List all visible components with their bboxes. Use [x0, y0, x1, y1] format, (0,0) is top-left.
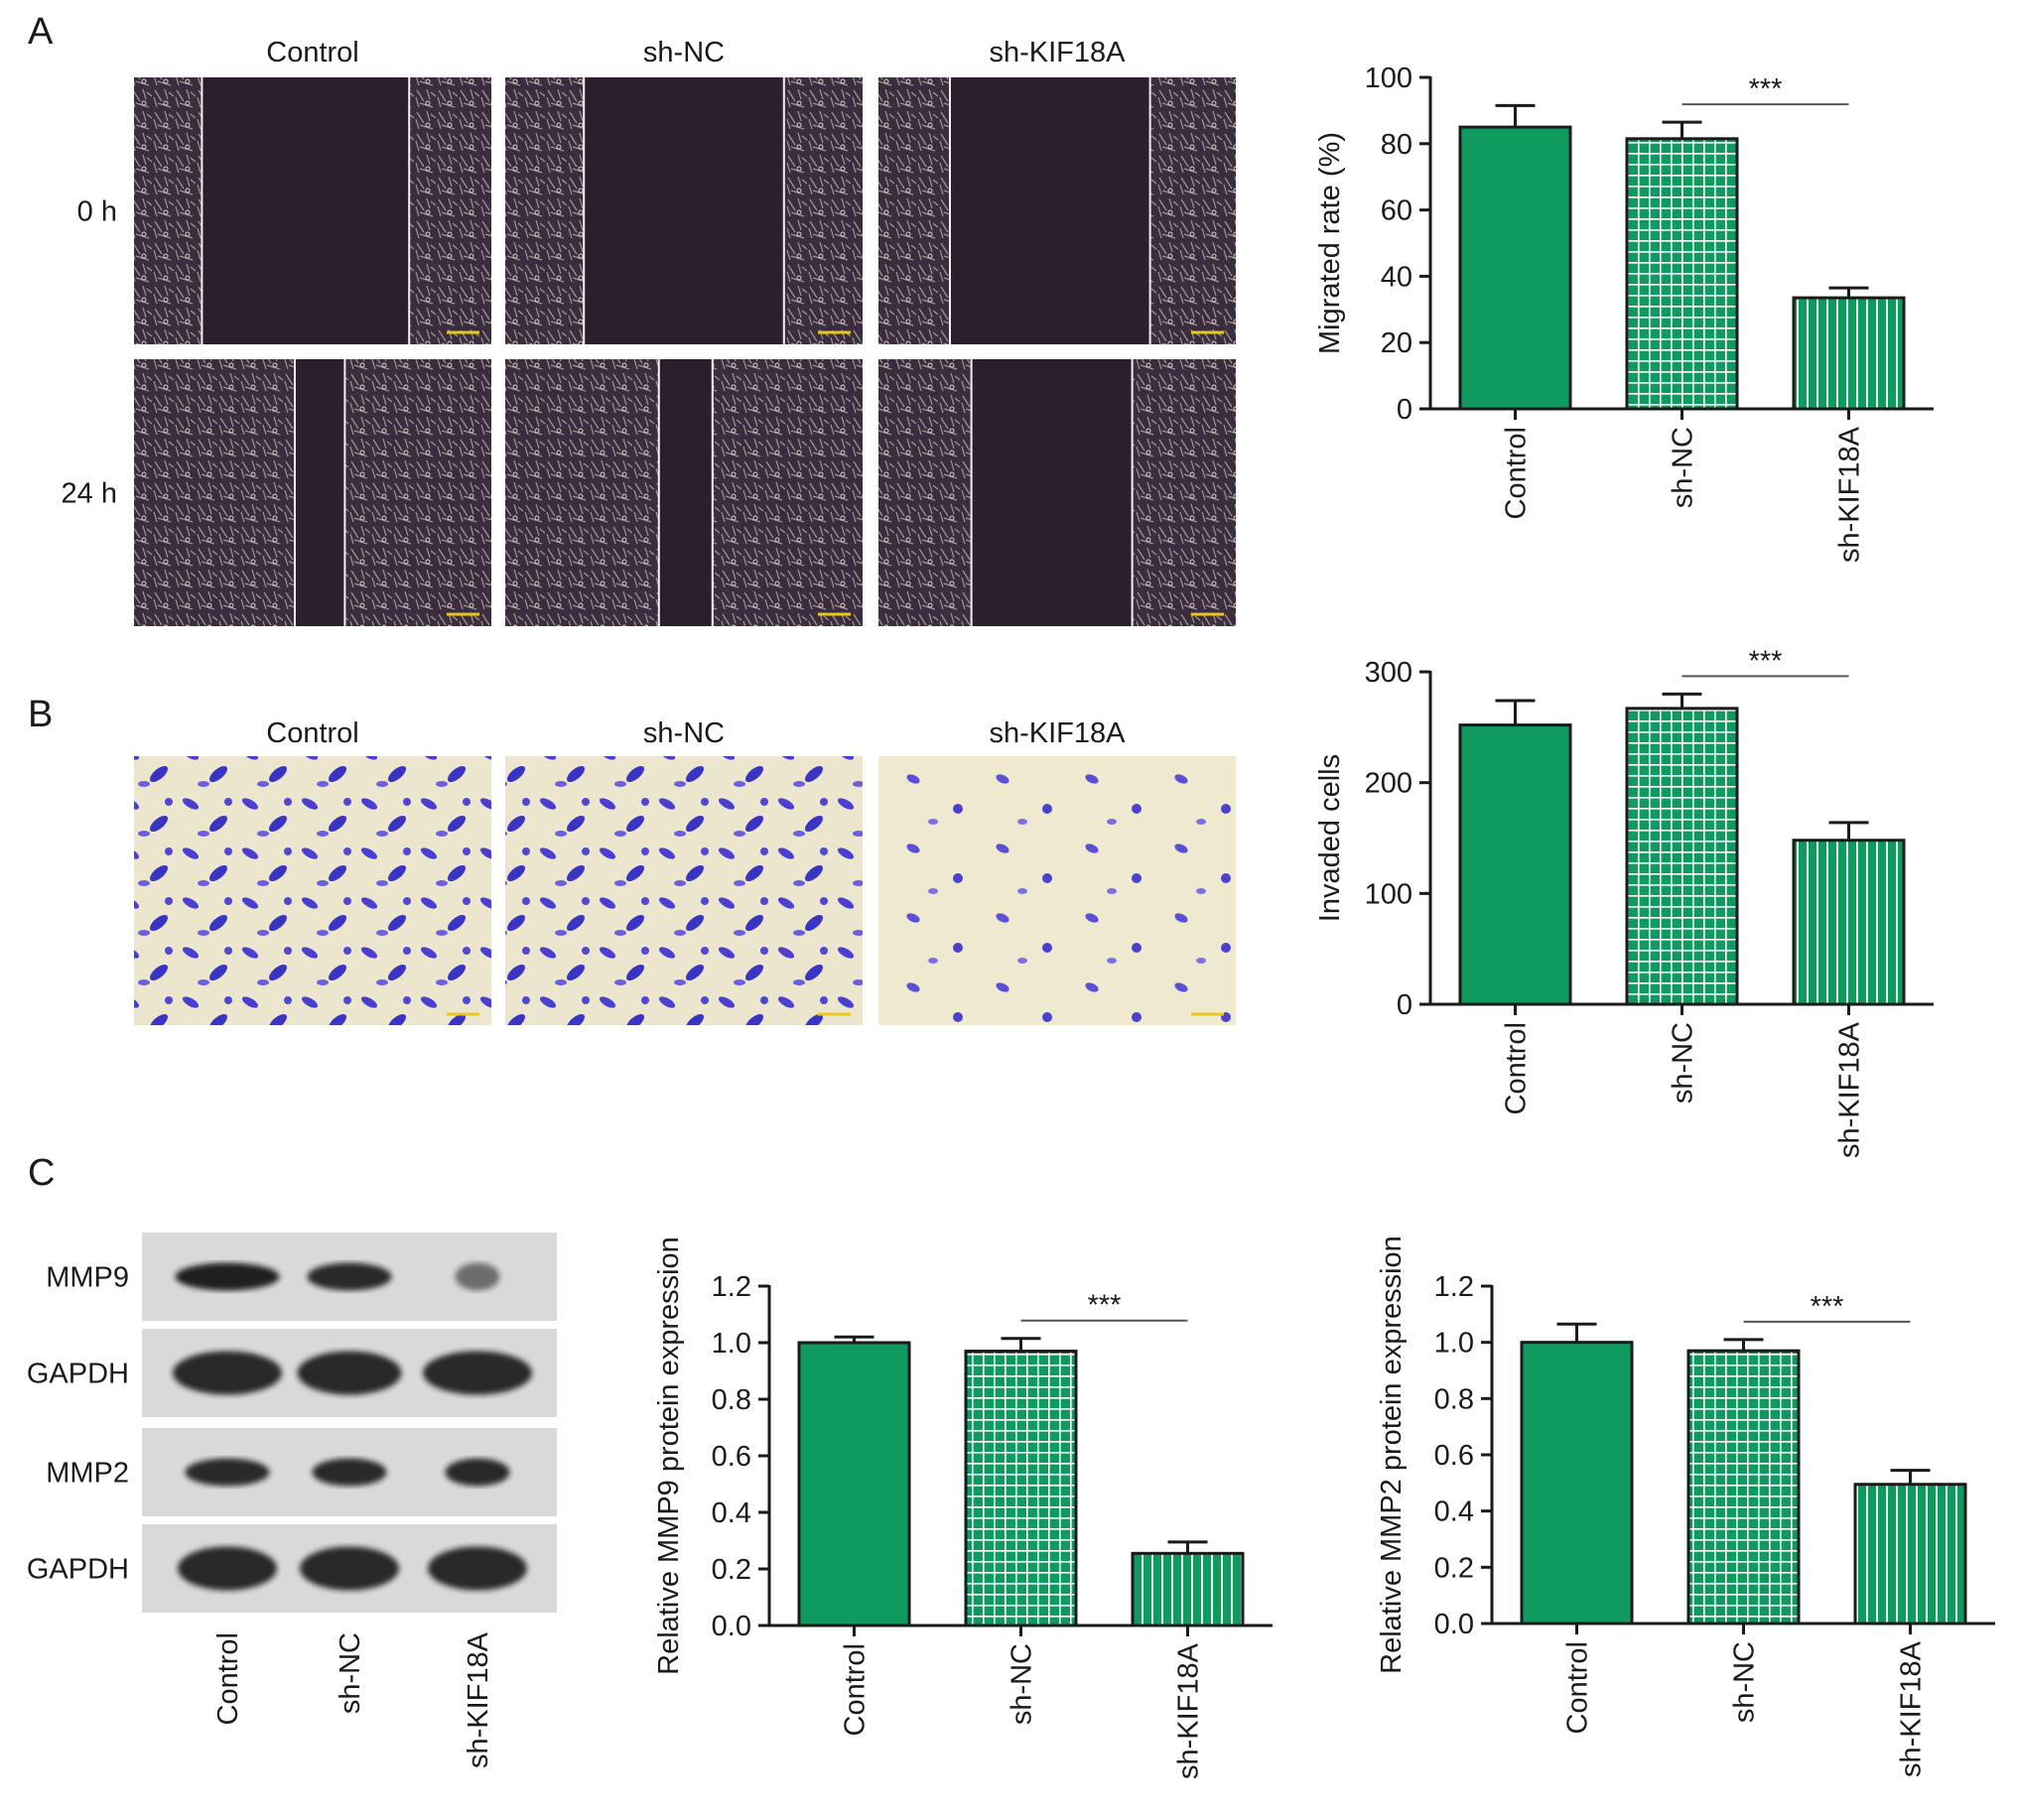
- y-tick-label: 100: [1365, 878, 1412, 910]
- blot-band: [312, 1458, 387, 1487]
- row-label: 24 h: [62, 478, 117, 510]
- bar: [1458, 125, 1572, 411]
- micrograph: [134, 756, 491, 1025]
- y-tick-label: 0.8: [712, 1384, 751, 1416]
- y-tick-label: 60: [1381, 195, 1412, 227]
- scratch-gap: [202, 77, 410, 344]
- blot-band: [175, 1262, 280, 1291]
- y-tick-label: 1.0: [712, 1328, 751, 1360]
- y-tick-label: 300: [1365, 657, 1412, 689]
- bar: [1686, 1349, 1801, 1625]
- panel-label: C: [28, 1152, 55, 1194]
- bar: [1792, 839, 1906, 1006]
- x-tick-label: sh-NC: [1007, 1643, 1038, 1725]
- lane-label: sh-NC: [335, 1632, 366, 1714]
- x-tick-label: sh-KIF18A: [1173, 1642, 1205, 1779]
- y-tick-label: 20: [1381, 327, 1412, 359]
- protein-label: GAPDH: [27, 1359, 129, 1390]
- blot-band: [300, 1546, 399, 1591]
- x-tick-label: sh-NC: [1729, 1641, 1761, 1723]
- y-tick-label: 0.6: [712, 1441, 751, 1473]
- y-tick-label: 0.8: [1434, 1383, 1474, 1415]
- scratch-gap: [971, 359, 1133, 626]
- scratch-gap: [950, 77, 1150, 344]
- x-tick-label: Control: [1501, 427, 1533, 520]
- bar: [797, 1341, 911, 1627]
- significance-label: ***: [1088, 1290, 1122, 1322]
- y-tick-label: 0.0: [712, 1611, 751, 1642]
- blot-band: [428, 1546, 527, 1591]
- y-tick-label: 0.0: [1434, 1609, 1474, 1640]
- y-axis-label: Invaded cells: [1314, 754, 1346, 922]
- y-tick-label: 0.2: [712, 1554, 751, 1586]
- y-tick-label: 0: [1397, 989, 1412, 1021]
- protein-label: GAPDH: [27, 1554, 129, 1586]
- column-header: sh-KIF18A: [990, 717, 1127, 749]
- significance-label: ***: [1749, 645, 1783, 677]
- scratch-gap: [658, 359, 713, 626]
- x-tick-label: sh-NC: [1668, 427, 1699, 508]
- y-axis-label: Relative MMP2 protein expression: [1376, 1235, 1408, 1674]
- y-tick-label: 1.2: [1434, 1271, 1474, 1303]
- significance-label: ***: [1749, 73, 1783, 105]
- row-label: 0 h: [77, 196, 117, 228]
- panel-label: A: [28, 11, 54, 53]
- bar: [1853, 1483, 1967, 1625]
- bar: [1458, 723, 1572, 1006]
- significance-label: ***: [1811, 1291, 1844, 1323]
- y-tick-label: 0.2: [1434, 1552, 1474, 1584]
- blot-band: [445, 1458, 510, 1487]
- y-tick-label: 200: [1365, 768, 1412, 800]
- x-tick-label: Control: [1562, 1641, 1594, 1735]
- blot-band: [178, 1546, 277, 1591]
- micrograph: [878, 756, 1236, 1025]
- y-tick-label: 100: [1365, 63, 1412, 94]
- y-tick-label: 40: [1381, 261, 1412, 293]
- blot-band: [173, 1351, 282, 1395]
- blot-band: [423, 1351, 532, 1395]
- x-tick-label: Control: [1501, 1022, 1533, 1115]
- bar: [964, 1350, 1078, 1627]
- x-tick-label: sh-NC: [1668, 1022, 1699, 1104]
- y-tick-label: 80: [1381, 129, 1412, 161]
- protein-label: MMP9: [46, 1262, 129, 1294]
- column-header: Control: [266, 717, 359, 749]
- column-header: sh-KIF18A: [990, 37, 1127, 68]
- bar: [1625, 707, 1739, 1006]
- blot-band: [185, 1458, 270, 1487]
- lane-label: Control: [212, 1632, 244, 1726]
- y-tick-label: 1.2: [712, 1271, 751, 1303]
- scratch-gap: [584, 77, 784, 344]
- micrograph: [505, 756, 863, 1025]
- bar: [1792, 296, 1906, 411]
- y-tick-label: 0.6: [1434, 1440, 1474, 1472]
- y-tick-label: 1.0: [1434, 1328, 1474, 1360]
- lane-label: sh-KIF18A: [463, 1631, 494, 1768]
- y-axis-label: Migrated rate (%): [1314, 132, 1346, 354]
- panel-label: B: [28, 694, 53, 735]
- column-header: sh-NC: [643, 717, 725, 749]
- y-tick-label: 0.4: [1434, 1496, 1474, 1528]
- x-tick-label: sh-KIF18A: [1834, 426, 1866, 563]
- protein-label: MMP2: [46, 1458, 129, 1490]
- blot-band: [297, 1351, 402, 1395]
- blot-band: [455, 1262, 500, 1291]
- x-tick-label: sh-KIF18A: [1896, 1640, 1928, 1777]
- y-axis-label: Relative MMP9 protein expression: [653, 1236, 685, 1675]
- blot-band: [307, 1262, 392, 1291]
- y-tick-label: 0.4: [712, 1497, 751, 1529]
- column-header: sh-NC: [643, 37, 725, 68]
- column-header: Control: [266, 37, 359, 68]
- scratch-gap: [295, 359, 345, 626]
- x-tick-label: sh-KIF18A: [1834, 1021, 1866, 1158]
- y-tick-label: 0: [1397, 394, 1412, 426]
- bar: [1520, 1341, 1634, 1625]
- bar: [1625, 137, 1739, 411]
- x-tick-label: Control: [840, 1643, 872, 1737]
- bar: [1131, 1551, 1245, 1627]
